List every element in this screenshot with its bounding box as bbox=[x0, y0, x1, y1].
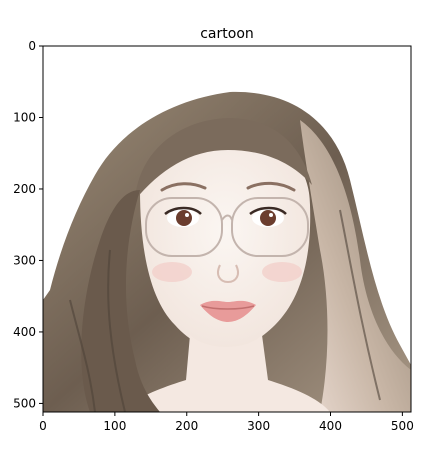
x-tick-label: 200 bbox=[175, 419, 198, 433]
eyebrow-left bbox=[160, 182, 207, 192]
eyelid-left bbox=[164, 206, 202, 216]
eye-right-highlight bbox=[269, 213, 273, 217]
neck bbox=[120, 335, 330, 412]
face bbox=[140, 131, 311, 350]
eye-left-highlight bbox=[185, 213, 189, 217]
hair-right bbox=[300, 120, 411, 412]
x-tick-label: 100 bbox=[103, 419, 126, 433]
hair-bangs bbox=[135, 118, 312, 200]
eyelid-right bbox=[249, 206, 287, 216]
glasses-left-lens bbox=[145, 197, 223, 257]
x-tick-label: 300 bbox=[247, 419, 270, 433]
nose bbox=[217, 264, 239, 284]
y-tick-label: 400 bbox=[13, 325, 36, 339]
blush-left bbox=[152, 262, 192, 282]
plot-frame bbox=[42, 45, 412, 413]
chart-title: cartoon bbox=[200, 26, 254, 42]
eye-right bbox=[260, 210, 276, 226]
cartoon-image bbox=[43, 46, 411, 412]
eye-left bbox=[176, 210, 192, 226]
x-tick-label: 500 bbox=[391, 419, 414, 433]
hair-left-front bbox=[81, 190, 160, 412]
y-tick-label: 300 bbox=[13, 253, 36, 267]
glasses-bridge bbox=[221, 214, 233, 221]
eyebrow-right bbox=[246, 181, 296, 192]
hair-strands bbox=[69, 209, 381, 412]
y-tick-label: 500 bbox=[13, 396, 36, 410]
blush-right bbox=[262, 262, 302, 282]
lips bbox=[200, 300, 256, 322]
x-tick-label: 0 bbox=[39, 419, 47, 433]
lip-line bbox=[201, 305, 255, 310]
y-tick-label: 0 bbox=[28, 39, 36, 53]
x-tick-label: 400 bbox=[319, 419, 342, 433]
y-axis: 0 100 200 300 400 500 bbox=[13, 39, 43, 410]
x-axis: 0 100 200 300 400 500 bbox=[39, 412, 414, 433]
glasses-right-lens bbox=[231, 197, 309, 257]
y-tick-label: 100 bbox=[13, 110, 36, 124]
y-tick-label: 200 bbox=[13, 182, 36, 196]
